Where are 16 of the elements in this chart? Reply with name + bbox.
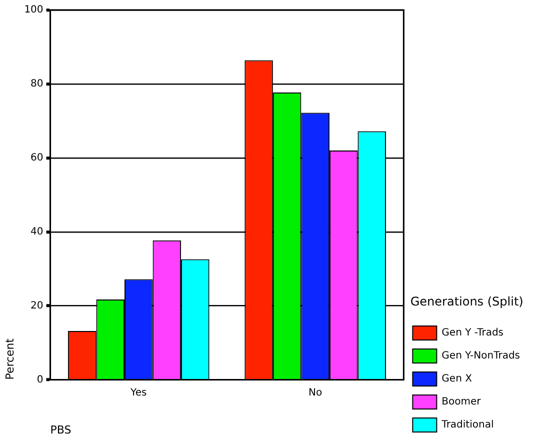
y-tick-label: 80 [30, 78, 44, 90]
x-tick-label: Yes [130, 387, 147, 398]
y-tick-label: 20 [30, 300, 44, 312]
legend-label: Gen Y -Trads [442, 328, 504, 339]
legend-label: Gen Y-NonTrads [442, 350, 520, 362]
y-tick-label: 0 [36, 374, 44, 386]
x-axis-title: PBS [50, 423, 72, 436]
y-tick-label: 60 [30, 152, 44, 164]
legend-label: Boomer [442, 396, 482, 408]
y-tick-label: 100 [24, 4, 44, 16]
legend-label: Gen X [442, 374, 472, 385]
y-tick-label: 40 [30, 226, 44, 238]
legend-label: Traditional [440, 420, 494, 431]
legend-title: Generations (Split) [410, 294, 524, 309]
y-axis-title: Percent [3, 338, 16, 380]
x-tick-label: No [308, 387, 322, 398]
